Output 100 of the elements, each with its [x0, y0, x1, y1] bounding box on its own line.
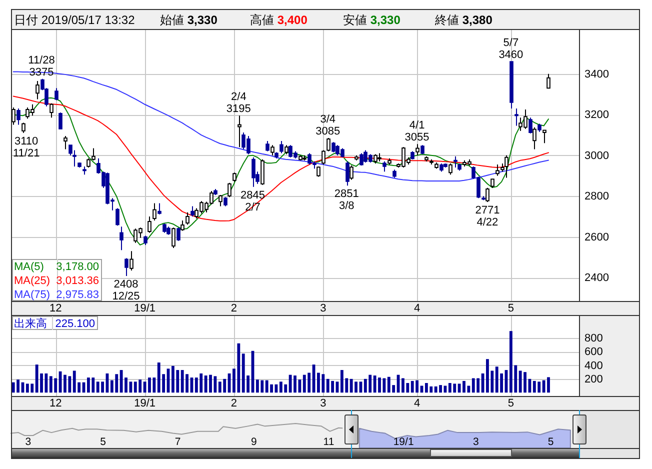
candlestick	[316, 166, 320, 178]
candlestick	[538, 123, 542, 132]
candlestick	[58, 112, 62, 130]
y-tick-label: 400	[584, 360, 603, 372]
y-tick-label: 2800	[584, 190, 609, 203]
annotation: 2/4 3195	[226, 91, 251, 116]
y-tick-label: 3400	[584, 68, 609, 80]
candlestick	[420, 144, 424, 155]
candlestick	[224, 196, 228, 207]
candlestick	[260, 158, 264, 186]
candlestick	[514, 108, 518, 126]
x-tick-label: 4	[414, 302, 420, 314]
candlestick	[186, 212, 190, 226]
bar	[547, 377, 550, 393]
x-tick-label: 5	[508, 397, 514, 410]
candlestick	[326, 138, 330, 152]
candlestick	[430, 158, 434, 165]
candlestick	[350, 165, 354, 180]
candlestick	[12, 106, 16, 126]
y-tick-label: 3200	[584, 109, 609, 122]
candlestick	[378, 152, 382, 162]
candlestick	[16, 108, 20, 126]
candlestick	[22, 122, 26, 134]
y-tick-label: 200	[584, 373, 603, 386]
candlestick	[284, 144, 288, 155]
candlestick	[252, 156, 256, 188]
candlestick	[302, 154, 306, 161]
candlestick	[64, 135, 68, 150]
candlestick	[130, 250, 134, 271]
x-tick-label: 3	[320, 302, 326, 314]
candlestick	[532, 126, 536, 150]
candlestick	[50, 102, 54, 118]
candlestick	[238, 115, 242, 148]
x-tick-label: 3	[473, 436, 480, 448]
candlestick	[496, 164, 500, 176]
candlestick	[166, 226, 170, 236]
x-tick-label: 4	[414, 397, 420, 410]
candlestick	[374, 154, 378, 164]
candlestick	[410, 150, 414, 160]
annotation: 2771 4/22	[475, 204, 500, 228]
annotation: 225.100	[55, 318, 95, 330]
candlestick	[280, 140, 284, 154]
candlestick	[148, 216, 152, 234]
candlestick	[180, 220, 184, 232]
annotation: 2,975.83	[56, 288, 99, 301]
text: MA(75)	[14, 288, 50, 301]
text: 高値 3,400	[250, 13, 308, 28]
candlestick	[190, 206, 194, 217]
candlestick	[360, 152, 364, 166]
x-tick-label: 2	[230, 302, 238, 314]
candlestick	[152, 202, 156, 222]
candlestick	[162, 223, 166, 234]
candlestick	[528, 117, 532, 134]
candlestick	[322, 150, 326, 165]
y-tick-label: 3000	[584, 150, 609, 162]
x-tick-label: 5	[100, 436, 106, 448]
x-tick-label: 5	[508, 302, 514, 314]
candlestick	[120, 226, 124, 251]
annotation: 5/7 3460	[498, 37, 524, 62]
text: 始値 3,330	[160, 13, 218, 28]
candlestick	[158, 202, 162, 215]
x-tick-label: 7	[174, 436, 181, 448]
candlestick	[546, 73, 550, 89]
x-tick-label: 2	[230, 397, 238, 410]
candlestick	[274, 152, 278, 159]
candlestick	[218, 194, 222, 207]
candlestick	[510, 61, 514, 109]
annotation: 3110 11/21	[13, 135, 40, 160]
text: MA(5)	[14, 260, 44, 273]
candlestick	[124, 258, 128, 276]
candlestick	[424, 156, 428, 162]
x-tick-label: 12	[49, 397, 62, 410]
x-tick-label: 19/1	[393, 436, 414, 448]
candlestick	[392, 169, 396, 178]
candlestick	[382, 160, 386, 172]
x-tick-label: 11	[323, 436, 334, 448]
candlestick	[490, 178, 494, 188]
text: 終値 3,380	[434, 13, 493, 28]
candlestick	[504, 154, 508, 178]
x-tick-label: 3	[25, 436, 32, 448]
x-tick-label: 19/1	[134, 302, 156, 314]
annotation: 3,178.00	[56, 260, 99, 273]
x-tick-label: 9	[250, 436, 257, 448]
candlestick	[354, 154, 358, 161]
text: 安値 3,330	[343, 13, 401, 28]
annotation: 2408 12/25	[112, 278, 140, 302]
text: 出来高	[14, 316, 47, 330]
candlestick	[176, 227, 180, 242]
annotation: 3/4 3085	[316, 114, 340, 138]
candlestick	[228, 182, 232, 198]
candlestick	[298, 154, 302, 161]
annotation: 3,013.36	[56, 274, 99, 287]
y-tick-label: 2400	[584, 272, 609, 284]
x-tick-label: 3	[320, 397, 326, 410]
candlestick	[346, 160, 350, 186]
candlestick	[82, 166, 86, 176]
candlestick	[434, 162, 438, 170]
annotation: 2851 3/8	[334, 188, 359, 212]
candlestick	[116, 208, 120, 226]
candlestick	[270, 144, 274, 156]
